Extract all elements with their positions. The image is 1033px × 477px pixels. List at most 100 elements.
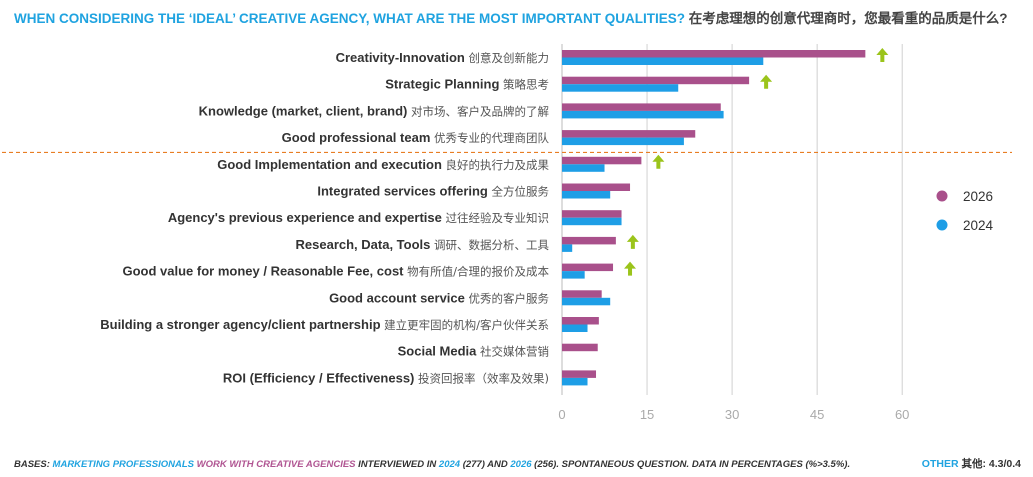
other-zh: 其他: bbox=[961, 458, 986, 470]
bar-2026 bbox=[562, 370, 597, 378]
category-label-en: Good account service bbox=[329, 290, 468, 305]
category-label-en: Creativity-Innovation bbox=[336, 50, 469, 65]
category-label-zh: 投资回报率（效率及效果) bbox=[418, 371, 549, 385]
bar-2026 bbox=[562, 290, 602, 298]
category-label-zh: 全方位服务 bbox=[492, 185, 550, 199]
category-label-en: Research, Data, Tools bbox=[296, 237, 434, 252]
category-label: Strategic Planning 策略思考 bbox=[385, 77, 549, 92]
x-tick-label-30: 30 bbox=[725, 407, 739, 422]
category-label-en: Strategic Planning bbox=[385, 77, 503, 92]
footer-year-2026: 2026 bbox=[510, 459, 532, 470]
category-label-en: ROI (Efficiency / Effectiveness) bbox=[223, 370, 418, 385]
bar-2024 bbox=[562, 244, 573, 252]
bar-2026 bbox=[562, 236, 616, 245]
up-arrow-shape bbox=[652, 154, 665, 169]
x-tick-label-15: 15 bbox=[640, 407, 654, 422]
category-label-zh: 优秀的客户服务 bbox=[469, 291, 550, 305]
category-label-en: Building a stronger agency/client partne… bbox=[100, 317, 384, 332]
chart-title: WHEN CONSIDERING THE ‘IDEAL’ CREATIVE AG… bbox=[14, 7, 1008, 27]
category-label-zh: 调研、数据分析、工具 bbox=[434, 238, 549, 252]
legend-label-2024: 2024 bbox=[963, 218, 994, 233]
category-label: Good professional team 优秀专业的代理商团队 bbox=[282, 130, 550, 145]
category-label-zh: 对市场、客户及品牌的了解 bbox=[411, 104, 549, 118]
category-label: Knowledge (market, client, brand) 对市场、客户… bbox=[199, 103, 550, 118]
legend-marker-2024 bbox=[936, 219, 948, 231]
footer-marketing-professionals: MARKETING PROFESSIONALS bbox=[52, 459, 194, 470]
up-arrow-shape bbox=[760, 74, 773, 89]
category-label-en: Good Implementation and execution bbox=[217, 157, 445, 172]
bar-2026 bbox=[562, 317, 599, 325]
bar-2026 bbox=[562, 343, 598, 352]
category-label-zh: 良好的执行力及成果 bbox=[446, 158, 550, 172]
bar-2026 bbox=[562, 210, 622, 218]
category-label-en: Good value for money / Reasonable Fee, c… bbox=[122, 264, 407, 279]
category-label: Integrated services offering 全方位服务 bbox=[317, 184, 549, 199]
category-label-en: Agency's previous experience and experti… bbox=[168, 210, 446, 225]
bar-2024 bbox=[562, 191, 611, 199]
bar-2026 bbox=[562, 130, 696, 138]
bar-2024 bbox=[562, 110, 724, 119]
category-label: Agency's previous experience and experti… bbox=[168, 210, 549, 225]
bar-2026 bbox=[562, 263, 614, 272]
bar-2024 bbox=[562, 84, 679, 92]
category-label-en: Knowledge (market, client, brand) bbox=[199, 103, 411, 118]
legend-marker-2026 bbox=[936, 190, 948, 202]
bar-2024 bbox=[562, 57, 764, 65]
up-arrow-icon bbox=[652, 154, 665, 169]
category-label: ROI (Efficiency / Effectiveness) 投资回报率（效… bbox=[223, 370, 549, 385]
footer-work-with-agencies: WORK WITH CREATIVE AGENCIES bbox=[196, 459, 356, 470]
footer-rest: (256). SPONTANEOUS QUESTION. DATA IN PER… bbox=[534, 459, 851, 470]
category-label-en: Social Media bbox=[398, 344, 480, 359]
footer-n-2024: (277) AND bbox=[462, 459, 508, 470]
x-tick-label-60: 60 bbox=[895, 407, 909, 422]
category-label-en: Integrated services offering bbox=[317, 184, 491, 199]
category-label: Good account service 优秀的客户服务 bbox=[329, 290, 549, 305]
category-label: Social Media 社交媒体营销 bbox=[398, 344, 549, 359]
bar-2026 bbox=[562, 183, 631, 191]
up-arrow-icon bbox=[626, 234, 639, 249]
up-arrow-icon bbox=[876, 48, 889, 62]
footer-bases: BASES: MARKETING PROFESSIONALS WORK WITH… bbox=[14, 459, 850, 470]
up-arrow-shape bbox=[626, 234, 639, 249]
category-label: Good value for money / Reasonable Fee, c… bbox=[122, 264, 549, 279]
bar-2024 bbox=[562, 217, 622, 226]
category-label-zh: 策略思考 bbox=[503, 78, 549, 92]
up-arrow-icon bbox=[624, 261, 637, 276]
x-tick-label-45: 45 bbox=[810, 407, 824, 422]
category-label-zh: 建立更牢固的机构/客户伙伴关系 bbox=[384, 318, 549, 332]
bar-2024 bbox=[562, 271, 585, 279]
bar-2024 bbox=[562, 377, 588, 386]
chart-title-en: WHEN CONSIDERING THE ‘IDEAL’ CREATIVE AG… bbox=[14, 11, 686, 26]
up-arrow-shape bbox=[624, 261, 637, 276]
chart-title-zh: 在考虑理想的创意代理商时，您最看重的品质是什么? bbox=[688, 11, 1008, 26]
category-label: Good Implementation and execution 良好的执行力… bbox=[217, 157, 549, 172]
category-label-zh: 创意及创新能力 bbox=[469, 51, 550, 65]
category-label: Research, Data, Tools 调研、数据分析、工具 bbox=[296, 237, 550, 252]
x-tick-label-0: 0 bbox=[558, 407, 565, 422]
up-arrow-shape bbox=[876, 48, 889, 62]
category-label: Building a stronger agency/client partne… bbox=[100, 317, 549, 332]
bar-2026 bbox=[562, 103, 721, 111]
category-label-zh: 过往经验及专业知识 bbox=[446, 211, 550, 225]
category-label-zh: 优秀专业的代理商团队 bbox=[434, 131, 549, 145]
bar-2024 bbox=[562, 137, 684, 146]
up-arrow-icon bbox=[760, 74, 773, 89]
footer-bases-label: BASES: bbox=[14, 459, 50, 470]
category-label: Creativity-Innovation 创意及创新能力 bbox=[336, 50, 549, 65]
footer-year-2024: 2024 bbox=[438, 459, 461, 470]
bar-2026 bbox=[562, 76, 750, 85]
other-label: OTHER bbox=[921, 458, 959, 470]
bar-2026 bbox=[562, 50, 866, 58]
footer-interviewed: INTERVIEWED IN bbox=[358, 459, 437, 470]
bar-2026 bbox=[562, 156, 642, 165]
category-label-zh: 物有所值/合理的报价及成本 bbox=[407, 265, 549, 279]
other-value: 4.3/0.4 bbox=[988, 458, 1021, 470]
other-note: OTHER 其他: 4.3/0.4 bbox=[922, 456, 1021, 471]
category-label-en: Good professional team bbox=[282, 130, 434, 145]
bar-2024 bbox=[562, 297, 611, 306]
bar-2024 bbox=[562, 164, 605, 172]
category-label-zh: 社交媒体营销 bbox=[480, 345, 549, 359]
bar-2024 bbox=[562, 324, 588, 332]
legend-label-2026: 2026 bbox=[963, 189, 993, 204]
